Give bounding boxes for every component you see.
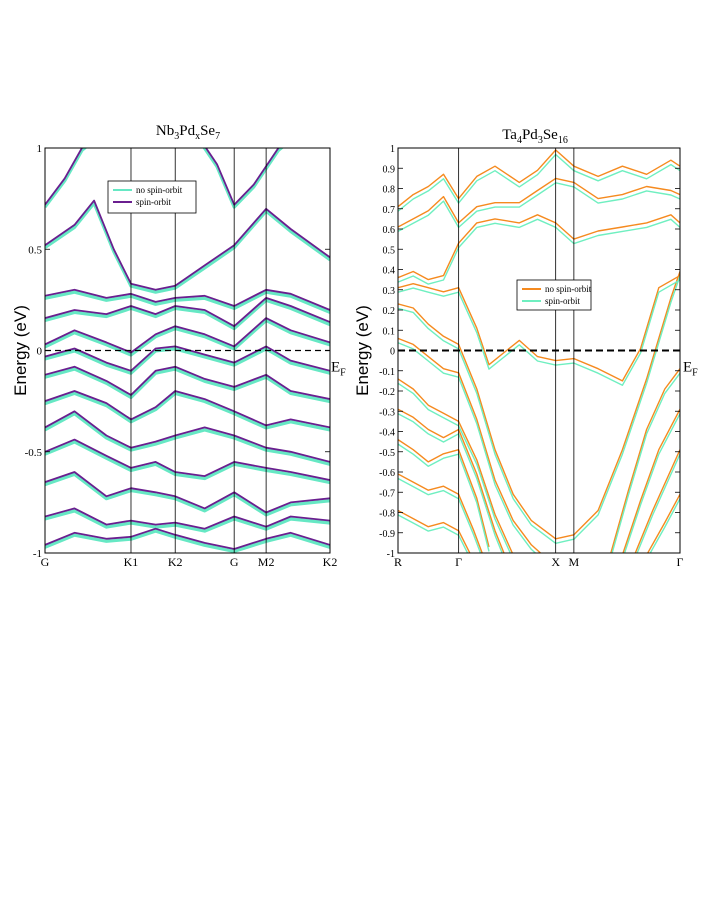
band-line	[623, 413, 680, 553]
band-line	[398, 408, 505, 553]
k-point-label: Γ	[677, 555, 684, 569]
y-tick-label: 0.7	[383, 205, 396, 216]
band-line	[398, 342, 537, 553]
band-line	[45, 201, 330, 294]
k-point-label: R	[394, 555, 402, 569]
band-line	[398, 149, 680, 208]
y-tick-label: -0.1	[379, 367, 395, 378]
y-tick-label: -0.6	[379, 468, 395, 479]
y-tick-label: 0.8	[383, 185, 396, 196]
band-line	[636, 453, 680, 553]
y-tick-label: -1	[33, 548, 42, 560]
y-tick-label: -0.7	[379, 488, 395, 499]
band-line	[398, 218, 680, 285]
band-line	[398, 182, 680, 233]
chart-title: Nb3PdxSe7	[156, 123, 220, 142]
legend-label: no spin-orbit	[136, 185, 183, 195]
band-line	[45, 199, 330, 291]
y-tick-label: -0.4	[379, 428, 395, 439]
band-line	[398, 275, 680, 544]
y-tick-label: -0.8	[379, 509, 395, 520]
y-tick-label: 1	[37, 143, 43, 155]
band-line	[398, 439, 490, 548]
k-point-label: Γ	[455, 555, 462, 569]
panel-nb3pdxse7: -1 -0.5 0 0.5 1 G K1 K2 G M2 K2 Nb3PdxSe7 Energy (eV…	[11, 123, 346, 569]
band-line	[204, 148, 280, 206]
y-axis-label: Energy (eV)	[11, 305, 30, 396]
band-line	[398, 177, 680, 228]
band-line	[646, 493, 680, 553]
band-line	[398, 413, 503, 553]
k-point-label: M	[569, 555, 580, 569]
y-tick-label: 0	[37, 346, 43, 358]
band-line	[398, 473, 483, 553]
y-tick-label: 0.9	[383, 164, 396, 175]
y-tick-label: 0.2	[383, 306, 396, 317]
y-tick-label: -0.9	[379, 529, 395, 540]
legend-label: spin-orbit	[545, 296, 580, 306]
y-axis-label: Energy (eV)	[353, 305, 372, 396]
y-tick-label: -0.3	[379, 407, 395, 418]
band-line	[45, 148, 84, 206]
k-point-label: K2	[323, 555, 338, 569]
band-line	[398, 509, 471, 553]
legend-label: spin-orbit	[136, 197, 171, 207]
k-point-label: K2	[168, 555, 183, 569]
band-line	[398, 382, 512, 553]
band-line	[398, 378, 514, 553]
band-line	[398, 477, 482, 553]
y-tick-label: -0.5	[379, 448, 395, 459]
y-tick-label: 0.4	[383, 266, 396, 277]
k-point-label: X	[551, 555, 560, 569]
legend: no spin-orbit spin-orbit	[516, 279, 592, 311]
band-line	[398, 214, 680, 281]
y-tick-label: 0.6	[383, 225, 396, 236]
band-line	[202, 148, 284, 209]
y-tick-label: 0.3	[383, 286, 396, 297]
y-tick-label: 0.1	[383, 326, 396, 337]
legend-box	[107, 180, 197, 214]
y-tick-label: 0.5	[383, 245, 396, 256]
k-point-label: M2	[258, 555, 275, 569]
k-point-label: G	[41, 555, 50, 569]
chart-title: Ta4Pd3Se16	[502, 127, 568, 146]
band-line	[45, 148, 88, 209]
band-line	[398, 153, 680, 212]
k-point-label: G	[230, 555, 239, 569]
y-tick-label: -0.2	[379, 387, 395, 398]
band-line	[611, 372, 680, 553]
y-tick-label: 0.5	[28, 244, 42, 256]
legend: no spin-orbit spin-orbit	[107, 180, 197, 214]
fermi-label: EF	[331, 360, 346, 379]
legend-label: no spin-orbit	[545, 284, 592, 294]
band-line	[634, 449, 680, 553]
legend-box	[516, 279, 592, 311]
y-tick-label: 0	[390, 347, 395, 358]
y-tick-label: -1	[387, 549, 395, 560]
series-spin-orbit	[398, 153, 680, 553]
band-line	[622, 408, 680, 553]
band-line	[649, 498, 680, 553]
bands	[398, 149, 680, 553]
band-line	[398, 274, 680, 382]
y-tick-label: 1	[390, 144, 395, 155]
k-point-label: K1	[124, 555, 139, 569]
band-line	[398, 443, 490, 552]
y-tick-label: -0.5	[25, 447, 43, 459]
panel-ta4pd3se16: -1 -0.9 -0.8 -0.7 -0.6 -0.5 -0.4 -0.3 -0.2 -0.1 0 0…	[353, 127, 698, 569]
band-line	[398, 271, 680, 540]
fermi-label: EF	[683, 360, 698, 379]
band-line	[398, 279, 680, 386]
band-line	[610, 368, 680, 553]
band-line	[398, 514, 469, 553]
